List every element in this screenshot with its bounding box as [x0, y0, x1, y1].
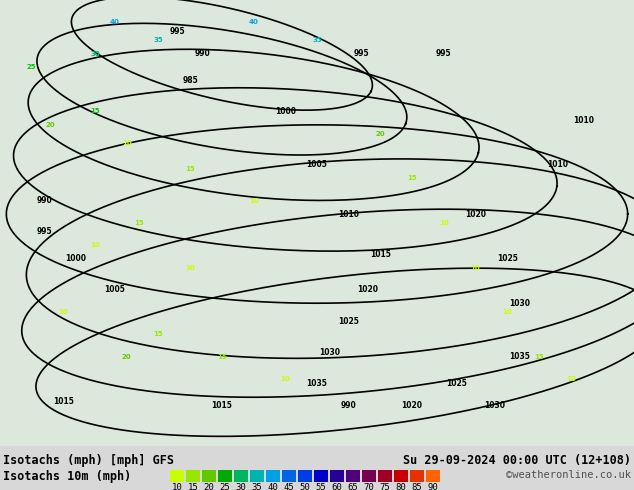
Text: 1015: 1015	[370, 250, 391, 259]
Text: 995: 995	[436, 49, 451, 58]
Bar	[362, 470, 376, 482]
Bar	[202, 470, 216, 482]
Text: 50: 50	[300, 483, 311, 490]
Text: 40: 40	[249, 19, 259, 25]
Bar	[378, 470, 392, 482]
Text: 30: 30	[90, 50, 100, 56]
Text: Isotachs (mph) [mph] GFS: Isotachs (mph) [mph] GFS	[3, 454, 174, 467]
Text: 1000: 1000	[275, 107, 296, 116]
Text: 1015: 1015	[212, 401, 232, 410]
Text: ©weatheronline.co.uk: ©weatheronline.co.uk	[506, 470, 631, 480]
Bar	[266, 470, 280, 482]
Text: 35: 35	[312, 37, 322, 43]
Bar	[186, 470, 200, 482]
Text: 20: 20	[46, 122, 56, 128]
Text: 70: 70	[364, 483, 374, 490]
Text: 1010: 1010	[547, 161, 569, 170]
Bar	[426, 470, 440, 482]
Text: 10: 10	[470, 265, 481, 270]
Text: 995: 995	[170, 27, 185, 36]
Text: Isotachs 10m (mph): Isotachs 10m (mph)	[3, 470, 131, 483]
Text: 990: 990	[37, 196, 52, 205]
Bar	[234, 470, 248, 482]
Bar	[250, 470, 264, 482]
Text: 25: 25	[27, 64, 36, 70]
Text: 1020: 1020	[357, 285, 378, 294]
Bar	[170, 470, 184, 482]
Text: 15: 15	[188, 483, 198, 490]
Text: 45: 45	[283, 483, 294, 490]
Text: 10: 10	[280, 376, 290, 382]
Text: 15: 15	[134, 220, 145, 226]
Bar	[298, 470, 312, 482]
Bar	[282, 470, 296, 482]
Text: 1035: 1035	[510, 352, 530, 361]
Text: 1030: 1030	[484, 401, 505, 410]
Text: 10: 10	[439, 220, 449, 226]
Text: 20: 20	[204, 483, 214, 490]
Text: 1025: 1025	[446, 379, 467, 388]
Text: 10: 10	[172, 483, 183, 490]
Text: 1020: 1020	[401, 401, 423, 410]
Text: 15: 15	[185, 167, 195, 172]
Text: 985: 985	[183, 76, 198, 85]
Text: 1000: 1000	[65, 254, 87, 263]
Text: 1025: 1025	[339, 317, 359, 325]
Text: 30: 30	[236, 483, 247, 490]
Text: 40: 40	[109, 19, 119, 25]
Text: 65: 65	[347, 483, 358, 490]
Bar	[314, 470, 328, 482]
Text: 80: 80	[396, 483, 406, 490]
Text: 1015: 1015	[53, 397, 74, 406]
Text: 1025: 1025	[497, 254, 517, 263]
Text: 990: 990	[341, 401, 356, 410]
Text: 15: 15	[534, 354, 544, 360]
Text: 60: 60	[332, 483, 342, 490]
Text: 90: 90	[427, 483, 438, 490]
Text: 20: 20	[122, 354, 132, 360]
Text: 15: 15	[90, 108, 100, 115]
Text: 15: 15	[407, 175, 417, 181]
Text: 10: 10	[122, 140, 132, 146]
Text: 1030: 1030	[509, 299, 531, 308]
Text: Su 29-09-2024 00:00 UTC (12+108): Su 29-09-2024 00:00 UTC (12+108)	[403, 454, 631, 467]
Bar	[410, 470, 424, 482]
Text: 20: 20	[375, 131, 385, 137]
Text: 10: 10	[185, 265, 195, 270]
Text: 990: 990	[195, 49, 210, 58]
Text: 995: 995	[354, 49, 369, 58]
Bar	[394, 470, 408, 482]
Text: 1020: 1020	[465, 210, 486, 219]
Text: 15: 15	[153, 331, 164, 338]
Text: 40: 40	[268, 483, 278, 490]
Bar	[218, 470, 232, 482]
Text: 10: 10	[566, 376, 576, 382]
Text: 1005: 1005	[307, 161, 327, 170]
Text: 35: 35	[252, 483, 262, 490]
Text: 10: 10	[90, 242, 100, 248]
Text: 1005: 1005	[104, 285, 124, 294]
Text: 10: 10	[502, 309, 512, 315]
Bar	[346, 470, 360, 482]
Text: 75: 75	[380, 483, 391, 490]
Bar	[330, 470, 344, 482]
Text: 1010: 1010	[573, 116, 594, 125]
Text: 10: 10	[249, 197, 259, 204]
Text: 25: 25	[219, 483, 230, 490]
Text: 1030: 1030	[319, 348, 340, 357]
Text: 55: 55	[316, 483, 327, 490]
Text: 35: 35	[153, 37, 164, 43]
Text: 995: 995	[37, 227, 52, 236]
Text: 15: 15	[217, 354, 227, 360]
Text: 1035: 1035	[307, 379, 327, 388]
Text: 85: 85	[411, 483, 422, 490]
Text: 1010: 1010	[338, 210, 359, 219]
Text: 10: 10	[58, 309, 68, 315]
